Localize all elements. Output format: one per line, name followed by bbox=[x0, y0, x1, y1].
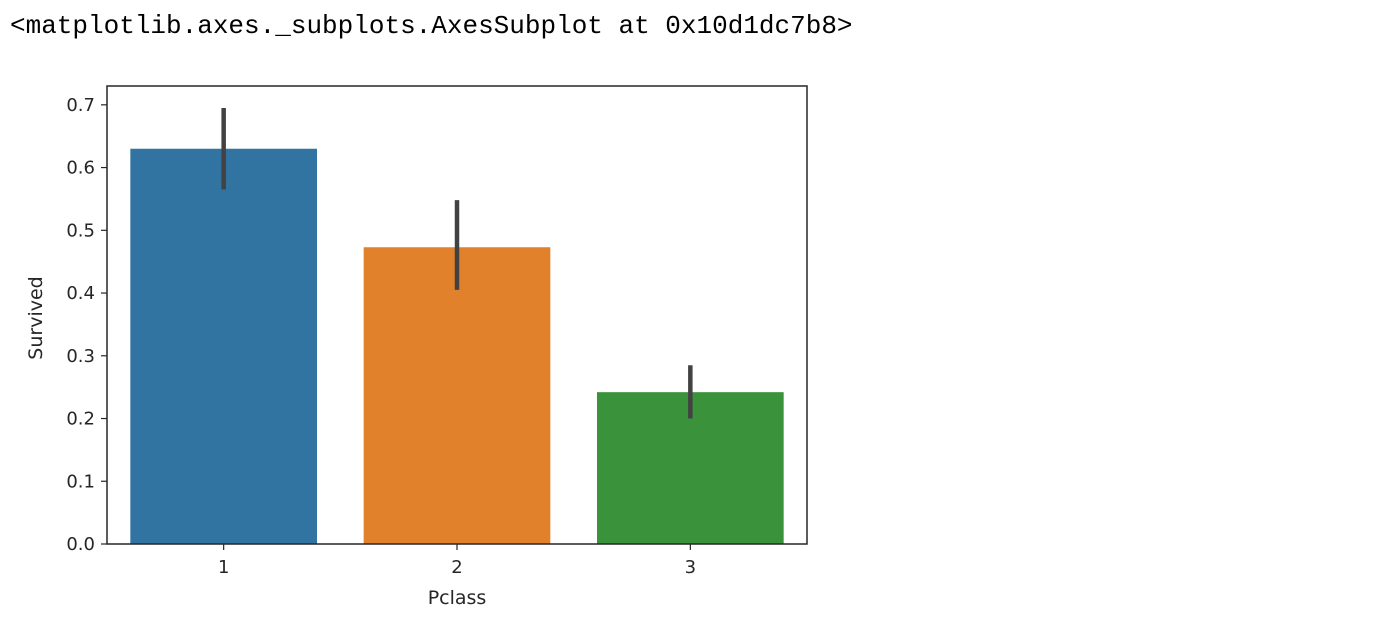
y-tick-label: 0.1 bbox=[66, 471, 95, 492]
y-axis-label: Survived bbox=[25, 276, 47, 359]
y-tick-label: 0.2 bbox=[66, 409, 95, 430]
y-tick-label: 0.4 bbox=[66, 283, 95, 304]
x-axis: 1 2 3 bbox=[218, 544, 696, 578]
y-tick-label: 0.3 bbox=[66, 346, 95, 367]
y-tick-label: 0.7 bbox=[66, 95, 95, 116]
y-tick-label: 0.0 bbox=[66, 534, 95, 555]
x-tick-label: 3 bbox=[685, 557, 696, 578]
bar-pclass-2 bbox=[363, 247, 551, 544]
y-axis: 0.0 0.1 0.2 0.3 0.4 0.5 0.6 0.7 bbox=[66, 95, 107, 555]
y-tick-label: 0.5 bbox=[66, 220, 95, 241]
y-tick-label: 0.6 bbox=[66, 158, 95, 179]
x-axis-label: Pclass bbox=[428, 587, 487, 609]
bars-layer bbox=[130, 148, 784, 544]
x-tick-label: 1 bbox=[218, 557, 229, 578]
cell-output-repr: <matplotlib.axes._subplots.AxesSubplot a… bbox=[10, 11, 853, 41]
bar-pclass-1 bbox=[130, 148, 317, 544]
x-tick-label: 2 bbox=[451, 557, 462, 578]
error-bars-layer bbox=[221, 107, 693, 419]
